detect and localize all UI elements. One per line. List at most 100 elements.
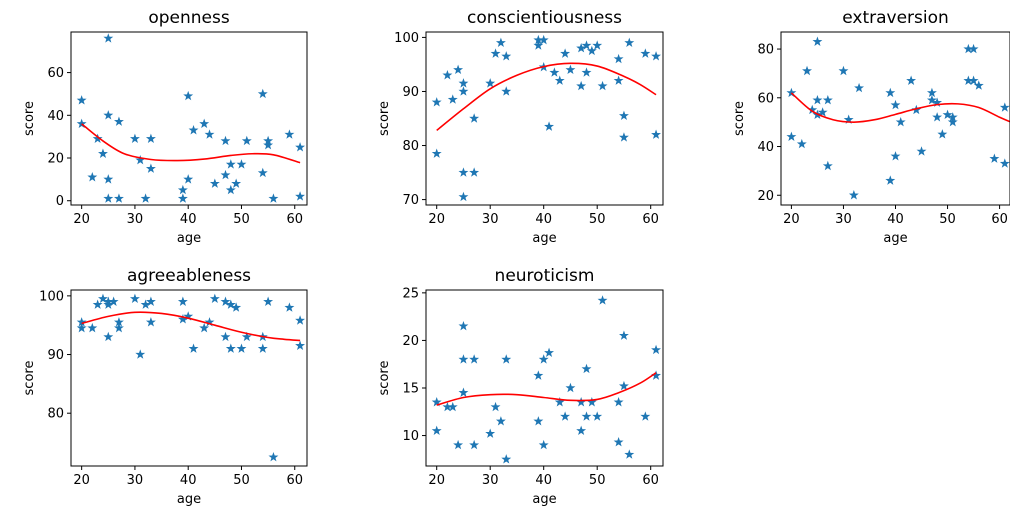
data-point: [145, 296, 156, 306]
x-tick-label: 40: [180, 473, 197, 488]
axes-frame: [425, 31, 664, 206]
data-point: [554, 397, 565, 407]
data-point: [92, 299, 103, 309]
x-tick-label: 40: [180, 212, 197, 227]
data-point: [581, 363, 592, 374]
x-tick-label: 20: [73, 212, 90, 227]
data-point: [533, 416, 544, 426]
data-point: [581, 411, 592, 421]
data-point: [431, 97, 442, 107]
data-point: [533, 370, 544, 380]
x-axis-label: age: [532, 492, 556, 507]
data-point: [495, 37, 506, 48]
data-point: [916, 146, 927, 156]
data-point: [576, 80, 587, 91]
data-point: [431, 397, 442, 407]
data-point: [822, 95, 833, 105]
y-tick-label: 70: [402, 193, 419, 208]
subplot-title: neuroticism: [495, 266, 595, 286]
x-tick-label: 30: [482, 212, 499, 227]
data-point: [225, 343, 236, 353]
x-tick-label: 20: [783, 212, 800, 227]
subplot-extraversion: extraversion age score 20 30 40 50 60 20 40 60 80: [732, 8, 1010, 246]
subplot-title: conscientiousness: [467, 8, 622, 28]
data-point: [76, 317, 87, 327]
data-point: [786, 131, 797, 141]
data-point: [619, 380, 629, 391]
y-tick-label: 15: [402, 381, 419, 396]
data-point: [538, 354, 549, 364]
data-point: [624, 449, 635, 459]
data-point: [581, 40, 592, 50]
x-tick-label: 60: [642, 212, 659, 227]
y-tick-label: 25: [402, 286, 419, 301]
fit-line: [81, 311, 301, 342]
data-point: [999, 158, 1010, 168]
data-point: [199, 118, 210, 129]
data-point: [533, 40, 544, 50]
data-point: [885, 87, 896, 98]
x-tick-label: 20: [428, 212, 445, 227]
data-point: [501, 51, 512, 61]
y-tick-label: 10: [402, 429, 419, 444]
subplot-title: openness: [148, 8, 230, 28]
data-point: [890, 99, 901, 110]
data-point: [458, 387, 469, 397]
data-point: [183, 90, 194, 101]
data-point: [263, 140, 274, 150]
y-tick-label: 80: [757, 43, 774, 58]
data-point: [220, 296, 231, 306]
y-tick-label: 20: [757, 189, 774, 204]
data-point: [619, 110, 629, 120]
data-points: [431, 295, 661, 464]
data-point: [624, 37, 635, 48]
data-point: [597, 80, 608, 91]
x-tick-label: 30: [482, 473, 499, 488]
subplot-title: extraversion: [842, 8, 949, 28]
data-point: [651, 129, 661, 139]
subplot-agreeableness: agreeableness age score 20 30 40 50 60 80 90 100: [22, 266, 308, 507]
y-tick-label: 90: [402, 85, 419, 100]
data-point: [284, 302, 295, 312]
data-point: [140, 193, 151, 203]
data-point: [906, 75, 917, 85]
data-point: [108, 296, 119, 306]
data-point: [76, 322, 87, 333]
data-point: [114, 193, 124, 203]
y-tick-label: 20: [47, 152, 64, 167]
data-point: [560, 48, 571, 58]
data-point: [236, 159, 247, 169]
data-point: [431, 425, 442, 436]
data-point: [576, 425, 587, 436]
data-point: [257, 167, 268, 178]
data-point: [812, 36, 823, 46]
data-point: [103, 110, 114, 120]
data-point: [183, 174, 194, 184]
data-point: [458, 167, 469, 177]
data-point: [87, 172, 98, 182]
data-point: [619, 132, 629, 142]
data-point: [597, 295, 608, 305]
data-point: [802, 65, 812, 76]
data-point: [554, 75, 565, 85]
fit-line: [436, 372, 657, 406]
data-point: [129, 133, 140, 143]
data-point: [947, 112, 958, 122]
data-point: [140, 299, 151, 309]
axes-frame: [70, 31, 308, 206]
data-point: [177, 296, 188, 306]
data-point: [538, 439, 549, 450]
y-axis-label: score: [377, 101, 392, 136]
data-point: [92, 133, 103, 143]
y-tick-label: 40: [757, 140, 774, 155]
subplot-openness: openness age score 20 30 40 50 60 0 20 40 60: [22, 8, 308, 246]
data-point: [458, 320, 469, 331]
data-point: [485, 78, 496, 88]
data-point: [973, 80, 984, 90]
data-points: [76, 293, 306, 462]
data-point: [501, 354, 512, 364]
fit-line: [436, 62, 657, 132]
data-point: [76, 118, 87, 129]
y-tick-label: 100: [39, 289, 64, 304]
data-point: [613, 437, 624, 447]
